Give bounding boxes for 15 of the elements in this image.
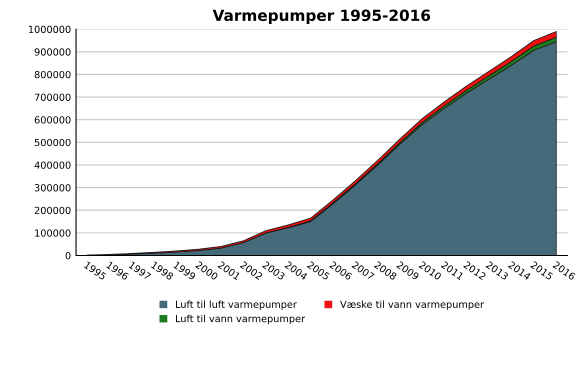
y-tick-label: 500000 (34, 138, 71, 146)
y-tick-label: 700000 (34, 94, 71, 101)
legend-label: Luft til vann varmepumper (176, 314, 306, 324)
y-tick-label: 100000 (35, 229, 71, 237)
y-tick-label: 900000 (34, 48, 71, 56)
legend-label: Væske til vann varmepumper (340, 300, 484, 310)
y-tick-label: 300000 (34, 184, 71, 192)
y-tick-label: 400000 (34, 161, 71, 169)
y-tick-label: 1000000 (28, 26, 71, 34)
chart-title: Varmepumper 1995-2016 (212, 10, 430, 24)
y-tick-label: 200000 (34, 206, 71, 214)
legend-label: Luft til luft varmepumper (176, 300, 297, 310)
y-tick-label: 600000 (34, 116, 71, 124)
y-tick-label: 800000 (34, 70, 71, 78)
y-tick-label: 0 (66, 252, 71, 260)
